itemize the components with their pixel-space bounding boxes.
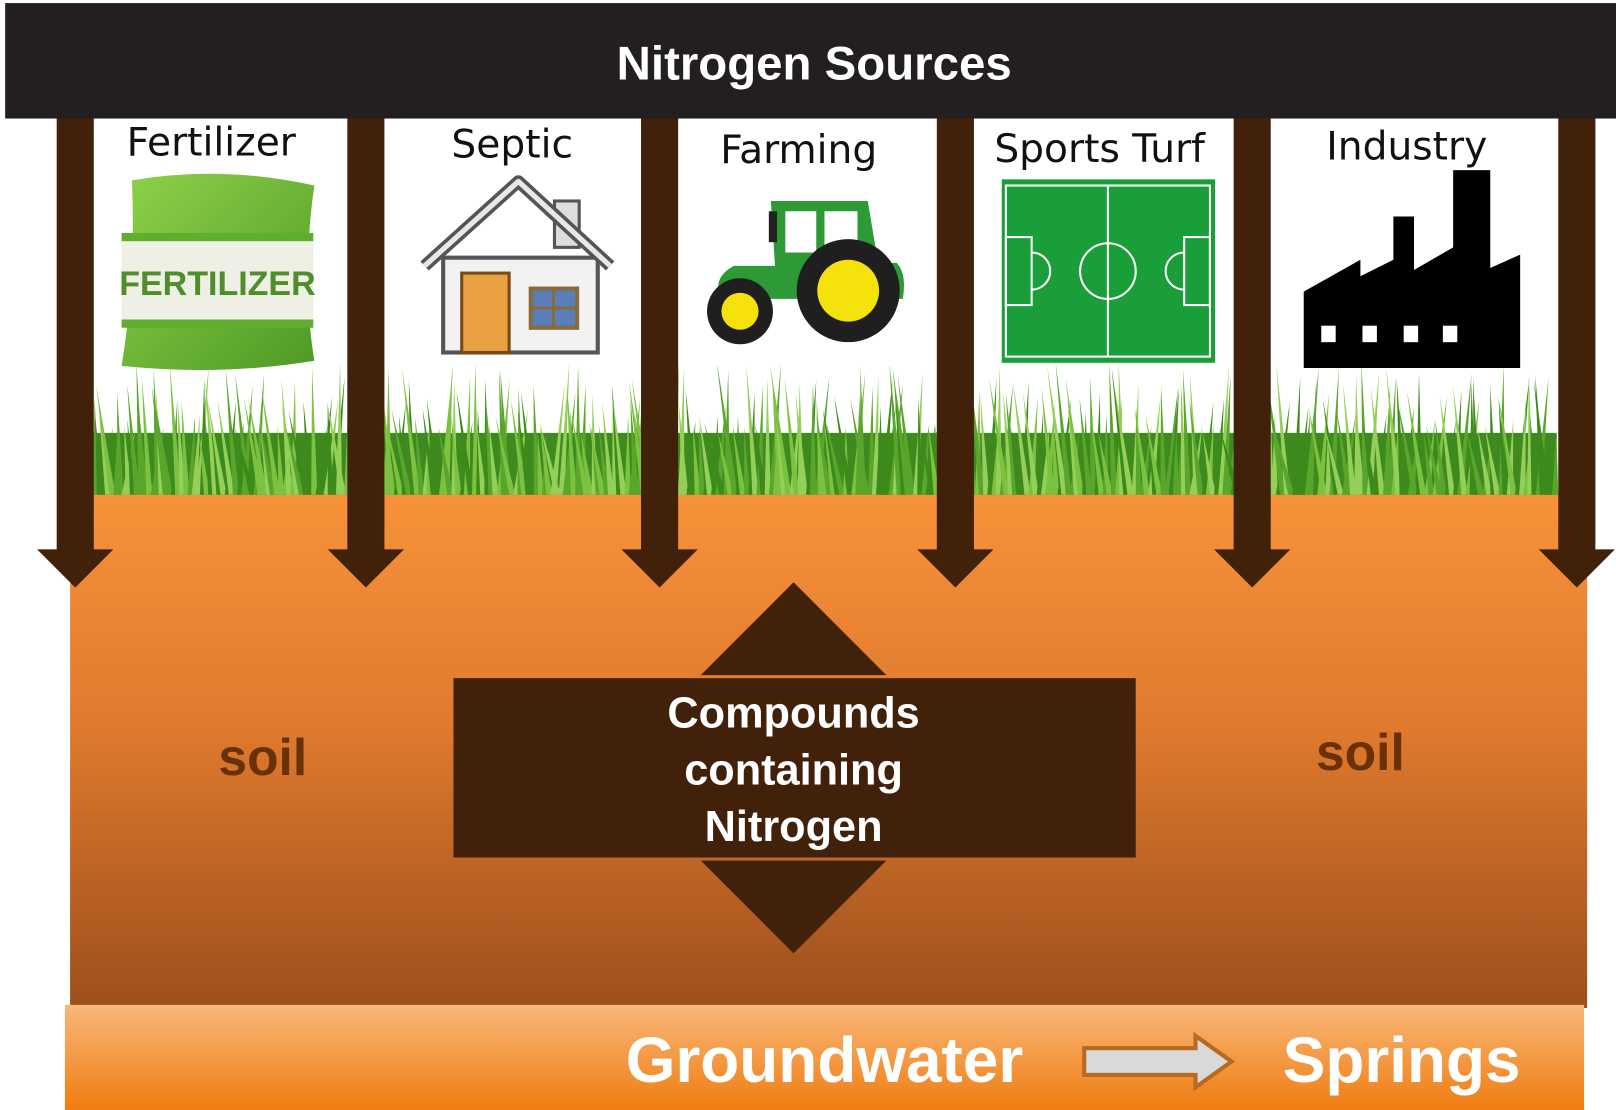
tractor-icon [707,201,936,366]
field-icon [1002,179,1215,362]
factory-icon [1304,170,1520,368]
grass-blade [1361,362,1368,495]
grass [93,361,1559,495]
source-label: Sports Turf [994,127,1206,172]
fertilizer-bag-text: FERTILIZER [119,265,315,303]
soil-label: soil [218,728,307,786]
fertilizer-icon: FERTILIZER [119,174,315,370]
source-label: Fertilizer [127,121,297,166]
center-line: Compounds [667,690,919,738]
grass-blade [311,368,317,495]
springs-label: Springs [1283,1024,1521,1096]
groundwater-label: Groundwater [626,1024,1023,1096]
diagram: Groundwater Springs Nitrogen Sources Fer… [0,0,1616,1110]
header-title: Nitrogen Sources [617,37,1012,90]
source-label: Septic [451,123,573,168]
center-line: Nitrogen [705,803,883,851]
center-line: containing [684,746,903,794]
source-label: Farming [720,128,877,173]
soil-label: soil [1316,723,1405,781]
house-icon [425,181,611,352]
source-label: Industry [1326,125,1487,170]
